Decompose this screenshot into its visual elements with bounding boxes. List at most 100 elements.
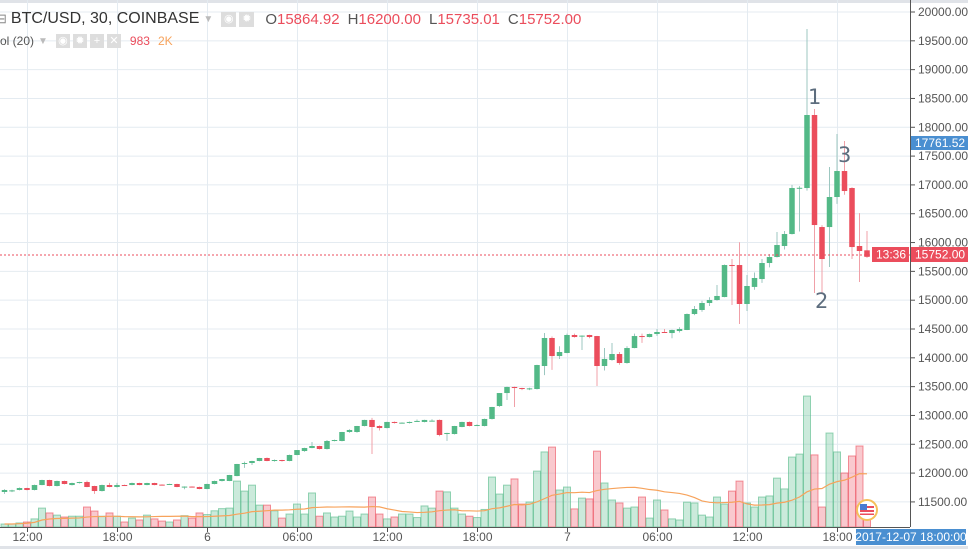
candle-body xyxy=(421,419,428,422)
candle-body xyxy=(414,420,420,422)
volume-bar xyxy=(750,506,759,528)
volume-bar xyxy=(698,514,706,528)
symbol-legend: ⊟ BTC/USD, 30, COINBASE ▼ ◉ ✹ O 15864.92 … xyxy=(0,10,581,28)
time-tick-label: 12:00 xyxy=(732,530,762,544)
candle-body xyxy=(279,460,285,462)
volume-bar xyxy=(473,517,481,528)
candle-body xyxy=(241,463,248,465)
chevron-down-icon[interactable]: ▼ xyxy=(38,35,48,47)
volume-bar xyxy=(630,506,639,528)
gear-icon[interactable]: ✹ xyxy=(72,34,87,48)
eye-icon[interactable]: ◉ xyxy=(55,34,70,48)
chevron-down-icon[interactable]: ▼ xyxy=(203,13,214,25)
volume-bar xyxy=(330,516,339,528)
svg-text:13:36: 13:36 xyxy=(876,248,906,262)
price-tick-label: 12500.00 xyxy=(918,437,968,451)
volume-bar xyxy=(285,513,294,528)
candle-body xyxy=(691,309,698,315)
candle-body xyxy=(714,295,720,301)
close-icon[interactable]: ✕ xyxy=(106,34,121,48)
volume-bar xyxy=(548,446,556,528)
bottom-border xyxy=(0,546,968,549)
volume-bar xyxy=(435,490,444,528)
candle-body xyxy=(444,432,450,435)
gear-icon[interactable]: ✹ xyxy=(239,11,255,27)
volume-bar xyxy=(810,454,819,528)
candle-body xyxy=(504,386,510,394)
price-tick-label: 14500.00 xyxy=(918,322,968,336)
candle-body xyxy=(489,406,495,419)
grid xyxy=(0,0,910,527)
time-tick-label: 6 xyxy=(204,530,211,544)
volume-bar xyxy=(735,480,744,528)
candle-body xyxy=(586,334,593,338)
annotation-1: 1 xyxy=(808,85,821,109)
svg-text:15752.00: 15752.00 xyxy=(915,248,965,262)
candle-body xyxy=(864,250,870,257)
candle-body xyxy=(256,457,263,461)
candle-body xyxy=(646,334,653,338)
volume-bar xyxy=(705,516,714,528)
volume-bar xyxy=(668,518,676,528)
price-tick-label: 19500.00 xyxy=(918,34,968,48)
candles xyxy=(1,29,870,494)
volume-bar xyxy=(338,515,346,528)
volume-bar xyxy=(818,506,826,528)
volume-indicator-name[interactable]: ol (20) xyxy=(0,34,35,48)
close-label: C xyxy=(507,10,519,28)
candle-body xyxy=(346,429,353,432)
volume-bar xyxy=(150,518,159,528)
candle-body xyxy=(174,483,180,487)
candle-body xyxy=(811,114,818,226)
collapse-icon[interactable]: ⊟ xyxy=(0,11,7,26)
us-flag-icon[interactable] xyxy=(856,499,878,521)
top-border xyxy=(0,0,968,3)
volume-bar xyxy=(825,432,834,528)
candle-body xyxy=(736,265,743,304)
high-label: H xyxy=(347,10,359,28)
candle-body xyxy=(136,483,143,486)
time-tick-label: 06:00 xyxy=(282,530,312,544)
candle-body xyxy=(556,352,563,357)
plus-icon[interactable]: + xyxy=(89,34,104,48)
candle-body xyxy=(759,263,765,280)
marker-price-badge: 17761.52 xyxy=(911,136,968,150)
candle-body xyxy=(774,245,780,258)
candle-body xyxy=(114,485,120,487)
candle-body xyxy=(249,460,255,464)
price-axis[interactable]: 20000.00 19500.00 19000.00 18500.00 18000.00… xyxy=(910,5,968,509)
candle-body xyxy=(121,485,128,487)
candle-body xyxy=(639,336,645,338)
candle-body xyxy=(616,354,623,364)
price-tick-label: 17500.00 xyxy=(918,149,968,163)
volume-value: 983 xyxy=(129,34,150,48)
candle-body xyxy=(849,188,855,248)
candle-body xyxy=(106,485,113,487)
candle-body xyxy=(706,300,713,304)
volume-bar xyxy=(803,395,811,528)
volume-bar xyxy=(315,515,324,528)
candle-body xyxy=(31,485,38,490)
candle-body xyxy=(781,234,788,247)
volume-bar xyxy=(608,499,616,528)
volume-bar xyxy=(780,488,789,528)
volume-bar xyxy=(480,508,489,528)
volume-bar xyxy=(510,478,519,528)
candle-body xyxy=(1,489,8,492)
candle-body xyxy=(309,446,315,449)
candle-body xyxy=(159,484,165,486)
volume-bar xyxy=(300,513,309,528)
time-tick-label: 18:00 xyxy=(822,530,852,544)
candle-body xyxy=(436,419,443,435)
volume-bar xyxy=(848,455,856,528)
symbol-title[interactable]: BTC/USD, 30, COINBASE xyxy=(10,10,200,27)
candle-body xyxy=(519,388,525,390)
eye-icon[interactable]: ◉ xyxy=(221,11,237,27)
candle-body xyxy=(534,365,540,390)
volume-bar xyxy=(128,517,136,528)
volume-bar xyxy=(795,453,804,528)
volume-legend: ol (20) ▼ ◉ ✹ + ✕ 983 2K xyxy=(0,34,173,48)
volume-bar xyxy=(105,512,114,528)
time-axis[interactable]: 12:00 18:00 6 06:00 12:00 18:00 7 06:00 12:00 18:… xyxy=(12,527,853,544)
